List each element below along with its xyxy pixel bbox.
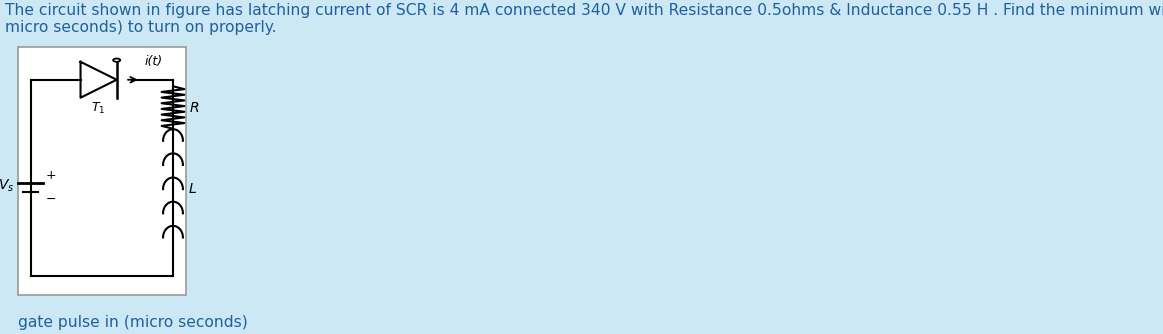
Text: i(t): i(t) xyxy=(144,55,163,68)
Bar xyxy=(17,47,186,295)
Text: gate pulse in (micro seconds): gate pulse in (micro seconds) xyxy=(17,315,248,330)
Text: The circuit shown in figure has latching current of SCR is 4 mA connected 340 V : The circuit shown in figure has latching… xyxy=(5,3,1163,35)
Text: −: − xyxy=(45,193,56,206)
Text: $T_1$: $T_1$ xyxy=(91,101,106,116)
Text: $V_s$: $V_s$ xyxy=(0,178,14,194)
Text: R: R xyxy=(190,101,200,115)
Text: L: L xyxy=(188,182,197,196)
Text: +: + xyxy=(45,169,56,182)
